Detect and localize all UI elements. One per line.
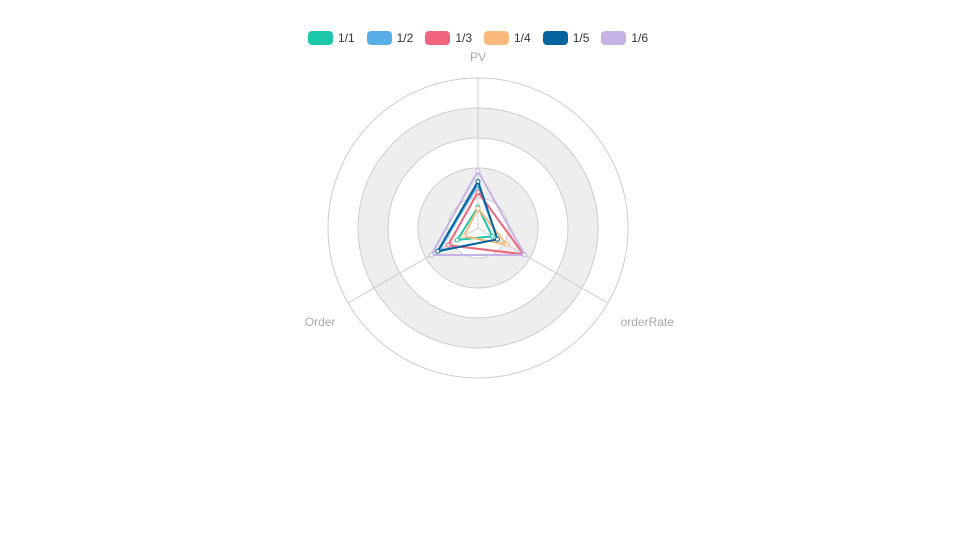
radar-axis-label: orderRate (621, 315, 675, 329)
radar-point[interactable] (475, 168, 481, 174)
radar-point[interactable] (475, 179, 481, 184)
legend-item-4[interactable]: 1/4 (484, 31, 531, 45)
legend-swatch (484, 31, 509, 45)
radar-point[interactable] (475, 206, 481, 211)
radar-series-5[interactable] (435, 179, 500, 254)
legend-item-3[interactable]: 1/3 (425, 31, 472, 45)
radar-axis-line (477, 227, 609, 304)
radar-point[interactable] (504, 242, 510, 247)
legend-label: 1/5 (572, 31, 590, 45)
radar-point[interactable] (428, 252, 434, 258)
radar-series-line[interactable] (447, 191, 525, 256)
legend-item-6[interactable]: 1/6 (601, 31, 648, 45)
legend-item-5[interactable]: 1/5 (542, 31, 590, 45)
radar-point[interactable] (522, 252, 528, 258)
legend-swatch (307, 31, 333, 45)
radar-series-6[interactable] (428, 168, 528, 258)
legend-swatch (425, 31, 451, 45)
radar-axis-labels: PV orderRate Order (305, 50, 675, 329)
radar-point[interactable] (461, 233, 467, 239)
legend-swatch (366, 31, 392, 45)
legend-swatch (542, 31, 568, 45)
radar-point[interactable] (454, 237, 460, 243)
legend-label: 1/1 (337, 31, 355, 45)
legend-item-1[interactable]: 1/1 (307, 31, 355, 45)
radar-point[interactable] (435, 248, 441, 254)
legend-label: 1/6 (631, 31, 649, 45)
radar-point[interactable] (489, 233, 495, 239)
legend-label: 1/4 (514, 31, 531, 45)
radar-point[interactable] (445, 242, 451, 248)
radar-series-layer (428, 168, 528, 258)
radar-point[interactable] (475, 189, 481, 195)
legend-item-2[interactable]: 1/2 (366, 31, 414, 45)
radar-series-line[interactable] (430, 170, 526, 256)
legend: 1/1 1/2 1/3 1/4 1/5 1/6 (0, 31, 956, 45)
radar-series-line[interactable] (436, 180, 499, 253)
legend-swatch (601, 31, 627, 45)
radar-axis-label: PV (470, 50, 486, 64)
legend-label: 1/2 (396, 31, 414, 45)
radar-axis-label: Order (305, 315, 336, 329)
radar-point[interactable] (494, 236, 500, 242)
legend-label: 1/3 (455, 31, 472, 45)
